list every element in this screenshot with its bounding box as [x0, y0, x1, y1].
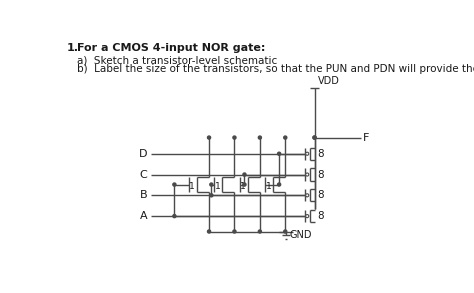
Text: 1: 1	[189, 182, 195, 191]
Text: 1: 1	[240, 182, 246, 191]
Circle shape	[243, 173, 246, 176]
Circle shape	[306, 214, 309, 218]
Circle shape	[278, 183, 281, 186]
Text: B: B	[140, 190, 147, 200]
Circle shape	[258, 136, 261, 139]
Circle shape	[278, 152, 281, 155]
Circle shape	[233, 136, 236, 139]
Circle shape	[313, 136, 316, 139]
Text: VDD: VDD	[318, 76, 339, 86]
Circle shape	[210, 183, 213, 186]
Text: GND: GND	[290, 230, 312, 240]
Text: For a CMOS 4-input NOR gate:: For a CMOS 4-input NOR gate:	[77, 43, 266, 53]
Circle shape	[306, 194, 309, 197]
Circle shape	[208, 230, 210, 233]
Circle shape	[210, 194, 213, 197]
Text: 1: 1	[265, 182, 271, 191]
Circle shape	[284, 230, 287, 233]
Text: 8: 8	[318, 190, 324, 200]
Circle shape	[173, 214, 176, 218]
Text: 8: 8	[318, 149, 324, 159]
Circle shape	[258, 230, 261, 233]
Circle shape	[284, 136, 287, 139]
Text: F: F	[363, 132, 369, 143]
Circle shape	[313, 136, 316, 139]
Circle shape	[243, 183, 246, 186]
Text: b)  Label the size of the transistors, so that the PUN and PDN will provide the : b) Label the size of the transistors, so…	[77, 64, 474, 74]
Text: A: A	[140, 211, 147, 221]
Text: C: C	[140, 170, 147, 180]
Circle shape	[306, 173, 309, 176]
Text: 8: 8	[318, 211, 324, 221]
Text: a)  Sketch a transistor-level schematic: a) Sketch a transistor-level schematic	[77, 55, 278, 65]
Circle shape	[306, 152, 309, 155]
Text: D: D	[139, 149, 147, 159]
Text: 8: 8	[318, 170, 324, 180]
Text: 1.: 1.	[66, 43, 79, 53]
Circle shape	[173, 183, 176, 186]
Text: 1: 1	[215, 182, 220, 191]
Circle shape	[208, 136, 210, 139]
Circle shape	[233, 230, 236, 233]
